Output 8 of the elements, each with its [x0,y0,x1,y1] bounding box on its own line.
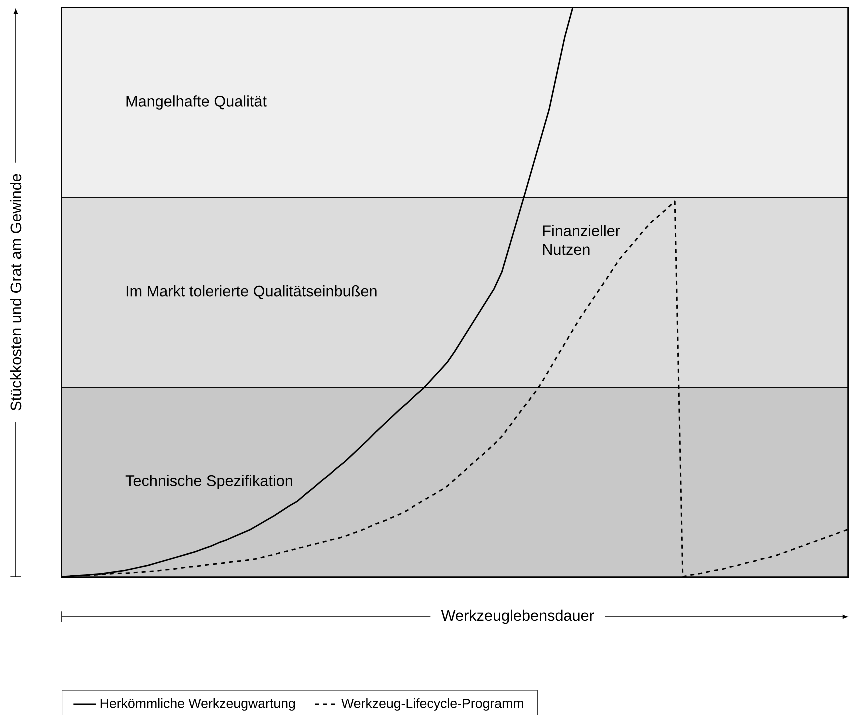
y-axis-title: Stückkosten und Grat am Gewinde [10,174,22,411]
band-label: Technische Spezifikation [126,475,292,490]
legend-label: Herkömmliche Werkzeugwartung [100,698,296,711]
annotation: Finanzieller Nutzen [543,225,620,256]
legend-label: Werkzeug-Lifecycle-Programm [342,698,524,711]
x-axis-title: Werkzeuglebensdauer [441,610,594,624]
band-label: Mangelhafte Qualität [126,96,267,110]
band-label: Im Markt tolerierte Qualitätseinbußen [126,286,377,300]
